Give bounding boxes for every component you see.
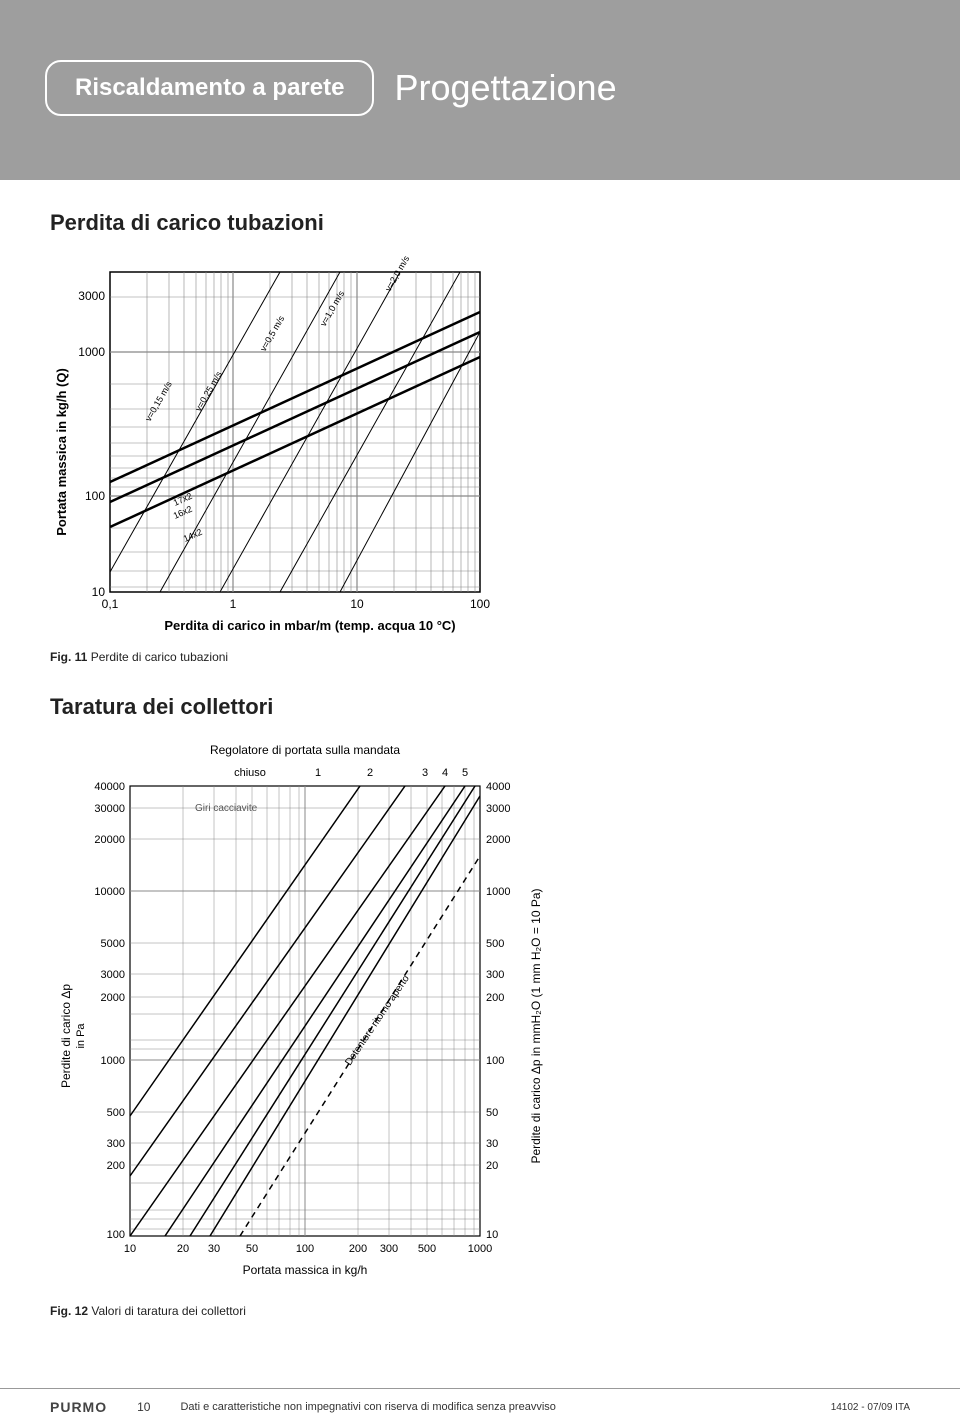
y-right-tick: 10 <box>486 1229 498 1241</box>
chart2: Regolatore di portata sulla mandata chiu… <box>50 736 910 1296</box>
chart2-scale: 1 <box>315 767 321 779</box>
brand-logo: PURMO <box>50 1399 107 1415</box>
y-left-tick: 300 <box>107 1138 125 1150</box>
y-left-tick: 20000 <box>94 834 125 846</box>
doc-code: 14102 - 07/09 ITA <box>831 1402 910 1413</box>
chart1-ytick: 1000 <box>78 345 105 359</box>
page-title: Progettazione <box>394 67 616 109</box>
chart2-inner-label: Giri cacciavite <box>195 803 258 814</box>
x-tick: 20 <box>177 1243 189 1255</box>
chart2-scale: 4 <box>442 767 448 779</box>
x-tick: 500 <box>418 1243 436 1255</box>
chart1-xtick: 1 <box>230 597 237 611</box>
y-right-tick: 4000 <box>486 781 510 793</box>
y-right-tick: 100 <box>486 1055 504 1067</box>
x-tick: 50 <box>246 1243 258 1255</box>
chart1-xtick: 100 <box>470 597 490 611</box>
y-left-tick: 200 <box>107 1160 125 1172</box>
page-number: 10 <box>137 1400 150 1414</box>
chart2-yright-label: Perdite di carico Δp in mmH₂O (1 mm H₂O … <box>529 888 543 1163</box>
x-tick: 30 <box>208 1243 220 1255</box>
y-left-tick: 2000 <box>101 992 125 1004</box>
y-right-tick: 50 <box>486 1107 498 1119</box>
chart1-ytick: 100 <box>85 489 105 503</box>
y-right-tick: 2000 <box>486 834 510 846</box>
chart1-ylabel: Portata massica in kg/h (Q) <box>54 368 69 536</box>
chart2-caption-bold: Fig. 12 <box>50 1304 88 1318</box>
y-right-tick: 3000 <box>486 803 510 815</box>
chart2-scale: 5 <box>462 767 468 779</box>
chart2-scale: chiuso <box>234 767 266 779</box>
y-left-tick: 40000 <box>94 781 125 793</box>
y-right-tick: 1000 <box>486 886 510 898</box>
x-tick: 100 <box>296 1243 314 1255</box>
chart2-title: Taratura dei collettori <box>50 694 910 720</box>
x-tick: 300 <box>380 1243 398 1255</box>
y-left-tick: 30000 <box>94 803 125 815</box>
y-left-tick: 100 <box>107 1229 125 1241</box>
chart2-scale: 3 <box>422 767 428 779</box>
chart1-xlabel: Perdita di carico in mbar/m (temp. acqua… <box>164 618 455 633</box>
section-tab: Riscaldamento a parete <box>45 60 374 116</box>
chart1-ytick: 3000 <box>78 289 105 303</box>
chart1-caption-bold: Fig. 11 <box>50 650 87 664</box>
y-left-tick: 500 <box>107 1107 125 1119</box>
chart1-caption-rest: Perdite di carico tubazioni <box>87 650 228 664</box>
chart2-scale: 2 <box>367 767 373 779</box>
chart1-xtick: 10 <box>350 597 364 611</box>
tab-label: Riscaldamento a parete <box>75 74 344 101</box>
chart2-caption-rest: Valori di taratura dei collettori <box>88 1304 246 1318</box>
y-right-tick: 300 <box>486 969 504 981</box>
chart1-title: Perdita di carico tubazioni <box>50 210 910 236</box>
x-tick: 1000 <box>468 1243 492 1255</box>
y-left-tick: 10000 <box>94 886 125 898</box>
y-left-tick: 5000 <box>101 938 125 950</box>
chart2-yleft-sub: in Pa <box>75 1023 87 1049</box>
chart1: 3000 1000 100 10 0,1 1 10 100 v=0,15 m/s… <box>50 252 910 642</box>
x-tick: 200 <box>349 1243 367 1255</box>
chart2-top-label: Regolatore di portata sulla mandata <box>210 743 400 757</box>
x-tick: 10 <box>124 1243 136 1255</box>
chart1-xtick: 0,1 <box>102 597 119 611</box>
chart2-caption: Fig. 12 Valori di taratura dei collettor… <box>50 1304 910 1318</box>
header-banner: Riscaldamento a parete Progettazione <box>0 0 960 180</box>
chart2-yleft-label: Perdite di carico Δp <box>59 984 73 1088</box>
chart2-xlabel: Portata massica in kg/h <box>243 1263 368 1277</box>
y-right-tick: 200 <box>486 992 504 1004</box>
y-left-tick: 3000 <box>101 969 125 981</box>
chart1-caption: Fig. 11 Perdite di carico tubazioni <box>50 650 910 664</box>
y-right-tick: 30 <box>486 1138 498 1150</box>
footer-disclaimer: Dati e caratteristiche non impegnativi c… <box>180 1401 800 1413</box>
y-right-tick: 20 <box>486 1160 498 1172</box>
y-right-tick: 500 <box>486 938 504 950</box>
page-footer: PURMO 10 Dati e caratteristiche non impe… <box>0 1388 960 1425</box>
y-left-tick: 1000 <box>101 1055 125 1067</box>
